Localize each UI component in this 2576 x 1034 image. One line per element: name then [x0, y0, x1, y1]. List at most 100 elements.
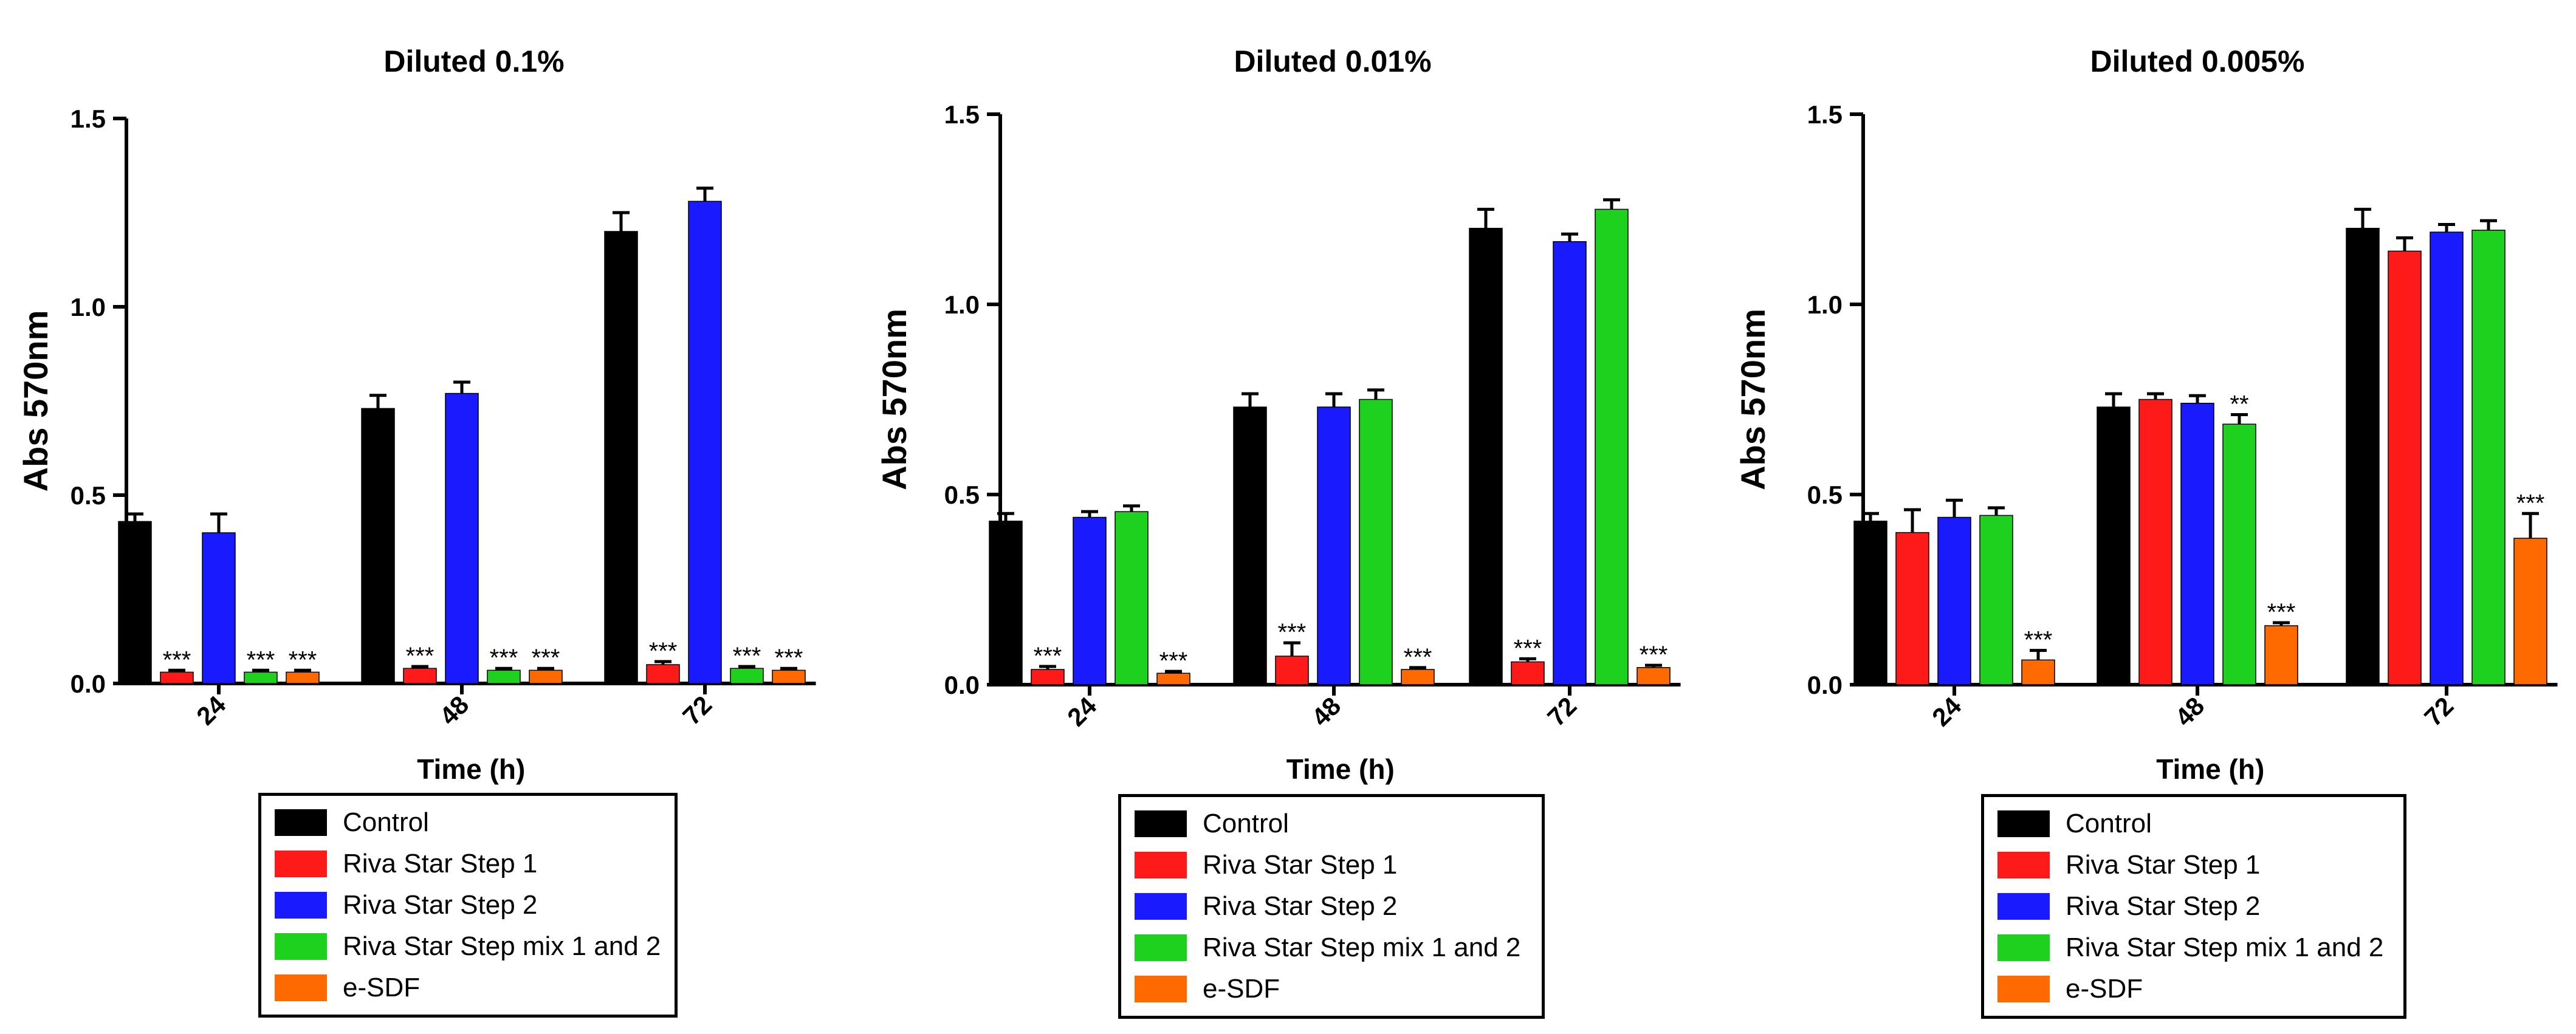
bar: [244, 671, 278, 684]
bar: [989, 521, 1023, 685]
bar: [2264, 625, 2298, 685]
significance-label: ***: [1404, 644, 1432, 671]
bar: [1275, 656, 1309, 685]
significance-label: ***: [247, 646, 275, 673]
significance-label: ***: [1159, 648, 1188, 674]
legend-swatch: [1997, 852, 2050, 878]
chart-panel-3: Diluted 0.005% 0.0 0.5 1.0 1.5 Abs 570nm Time …: [1717, 0, 2576, 1034]
x-tick-label: 72: [1542, 691, 1582, 731]
bar: [1401, 669, 1435, 685]
legend-label: e-SDF: [1203, 974, 1280, 1004]
chart-svg: Diluted 0.005% 0.0 0.5 1.0 1.5 Abs 570nm Time …: [1734, 44, 2558, 785]
legend-swatch: [1997, 934, 2050, 961]
y-tick-label: 0.0: [1807, 671, 1843, 699]
chart-legend: Control Riva Star Step 1 Riva Star Step 2 R…: [1981, 794, 2406, 1019]
bar: [1359, 399, 1393, 685]
significance-label: ***: [649, 638, 678, 665]
bar: [1853, 521, 1887, 685]
significance-label: ***: [1278, 619, 1307, 646]
legend-label: Riva Star Step mix 1 and 2: [1203, 933, 1521, 962]
bar: [2222, 423, 2256, 685]
bar: [2471, 230, 2506, 685]
chart-svg: Diluted 0.1% 0.0 0.5 1.0 1.5 Abs 570nm Time (h…: [16, 44, 816, 785]
chart-panel-2: Diluted 0.01% 0.0 0.5 1.0 1.5 Abs 570nm Time (…: [859, 0, 1717, 1034]
chart-title: Diluted 0.1%: [383, 44, 564, 78]
significance-label: ***: [163, 646, 191, 673]
significance-label: ***: [490, 645, 518, 671]
bar: [529, 669, 563, 684]
legend-item: Riva Star Step 2: [1997, 886, 2390, 927]
legend-swatch: [1135, 934, 1187, 961]
legend-item: e-SDF: [275, 967, 661, 1008]
legend-label: Control: [2066, 809, 2152, 838]
bar: [1895, 532, 1929, 685]
legend-label: Control: [1203, 809, 1289, 838]
bar: [2346, 228, 2380, 685]
significance-label: ***: [532, 645, 560, 671]
chart-title: Diluted 0.005%: [2090, 44, 2305, 78]
y-axis-label: Abs 570nm: [875, 309, 913, 490]
significance-label: **: [2230, 391, 2248, 418]
y-tick-label: 0.5: [1807, 481, 1843, 509]
bar: [1511, 661, 1545, 685]
y-tick-label: 1.0: [1807, 290, 1843, 319]
bar: [1073, 516, 1107, 685]
bar: [445, 392, 479, 684]
legend-label: Riva Star Step 2: [1203, 891, 1398, 921]
chart-svg: Diluted 0.01% 0.0 0.5 1.0 1.5 Abs 570nm Time (…: [875, 44, 1681, 785]
bar: [688, 200, 722, 684]
bar: [2180, 403, 2214, 685]
bar: [1595, 208, 1629, 685]
legend-item: Control: [1135, 803, 1528, 844]
significance-label: ***: [1514, 635, 1542, 662]
bar: [118, 521, 152, 684]
x-tick-label: 72: [2419, 691, 2459, 731]
bar: [1233, 406, 1267, 685]
significance-label: ***: [1034, 643, 1062, 669]
legend-item: Riva Star Step 2: [275, 885, 661, 926]
y-tick-label: 0.5: [70, 481, 106, 510]
y-axis-label: Abs 570nm: [1734, 309, 1772, 490]
bar: [1156, 673, 1190, 685]
legend-label: Riva Star Step 1: [343, 849, 538, 878]
bar: [403, 668, 437, 684]
x-tick-label: 48: [2169, 691, 2210, 731]
bar: [1979, 515, 2013, 685]
chart-legend: Control Riva Star Step 1 Riva Star Step 2 R…: [1118, 794, 1545, 1019]
legend-item: Riva Star Step 1: [1135, 844, 1528, 886]
legend-item: e-SDF: [1997, 968, 2390, 1010]
bar: [2021, 659, 2055, 685]
bar: [1937, 516, 1971, 685]
y-tick-label: 1.5: [70, 104, 106, 133]
legend-swatch: [275, 892, 327, 919]
x-tick-label: 24: [1062, 691, 1102, 732]
legend-item: e-SDF: [1135, 968, 1528, 1010]
legend-item: Riva Star Step mix 1 and 2: [1135, 927, 1528, 968]
legend-swatch: [1135, 810, 1187, 837]
bar: [202, 532, 236, 684]
legend-swatch: [1997, 976, 2050, 1002]
legend-swatch: [1135, 852, 1187, 878]
bar: [730, 668, 764, 684]
x-tick-label: 24: [191, 690, 232, 731]
bar: [1031, 669, 1065, 685]
chart-title: Diluted 0.01%: [1234, 44, 1431, 78]
legend-item: Riva Star Step mix 1 and 2: [1997, 927, 2390, 968]
significance-label: ***: [406, 643, 434, 669]
legend-swatch: [1997, 893, 2050, 920]
legend-label: Riva Star Step 1: [2066, 850, 2261, 880]
legend-label: e-SDF: [2066, 974, 2143, 1004]
legend-label: Riva Star Step 2: [2066, 891, 2261, 921]
chart-legend: Control Riva Star Step 1 Riva Star Step 2 R…: [258, 793, 678, 1018]
bar: [2430, 231, 2464, 685]
bar: [604, 231, 638, 684]
x-axis-label: Time (h): [1286, 753, 1395, 785]
bar: [2138, 399, 2172, 685]
legend-label: e-SDF: [343, 973, 421, 1002]
y-axis-label: Abs 570nm: [16, 310, 55, 492]
bar: [286, 671, 320, 684]
bar: [160, 671, 194, 684]
x-axis-label: Time (h): [417, 753, 525, 785]
bar: [1637, 667, 1671, 685]
bar: [1469, 228, 1503, 685]
